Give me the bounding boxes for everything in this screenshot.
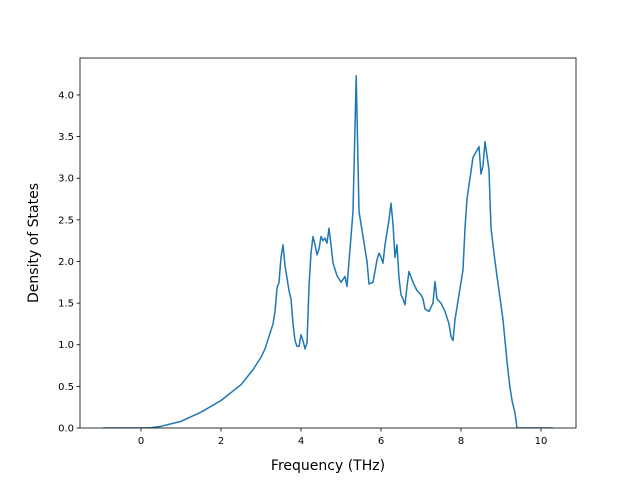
y-tick-label: 3.0: [58, 174, 74, 185]
x-tick-label: 8: [458, 436, 464, 447]
y-tick-label: 3.5: [58, 132, 74, 143]
x-axis-label: Frequency (THz): [271, 458, 385, 474]
y-tick-label: 2.0: [58, 257, 74, 268]
x-tick-label: 10: [535, 436, 548, 447]
x-tick-label: 6: [378, 436, 384, 447]
y-tick-label: 2.5: [58, 215, 74, 226]
x-tick-label: 0: [138, 436, 144, 447]
y-tick-label: 1.5: [58, 299, 74, 310]
line-series: [103, 75, 553, 428]
x-tick-label: 2: [218, 436, 224, 447]
plot-frame: [79, 57, 577, 429]
y-axis-label: Density of States: [26, 183, 42, 303]
y-tick-label: 0.0: [58, 424, 74, 435]
x-tick-label: 4: [298, 436, 304, 447]
y-tick-label: 0.5: [58, 382, 74, 393]
y-tick-label: 4.0: [58, 90, 74, 101]
y-tick-label: 1.0: [58, 340, 74, 351]
